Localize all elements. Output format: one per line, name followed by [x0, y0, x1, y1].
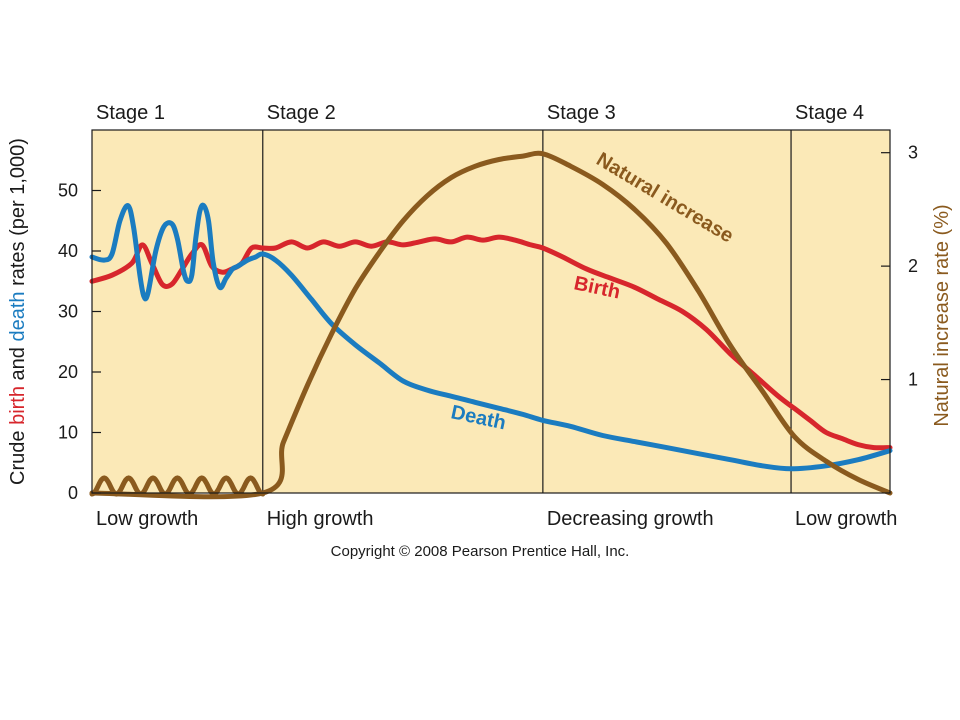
left-y-axis: 0 10 20 30 40 50: [58, 181, 101, 503]
growth-label: High growth: [267, 508, 374, 530]
left-y-axis-title-part-1: birth: [7, 386, 29, 425]
left-tick-label: 50: [58, 181, 78, 201]
left-tick-label: 20: [58, 362, 78, 382]
copyright-notice: Copyright © 2008 Pearson Prentice Hall, …: [331, 543, 630, 560]
left-y-axis-title: Crude birth and death rates (per 1,000): [7, 138, 29, 485]
stage-label: Stage 4: [795, 102, 864, 124]
series-layer: [89, 150, 893, 500]
left-tick-label: 10: [58, 423, 78, 443]
growth-label: Low growth: [795, 508, 897, 530]
stage-label: Stage 2: [267, 102, 336, 124]
stage-label: Stage 3: [547, 102, 616, 124]
right-tick-label: 1: [908, 370, 918, 390]
left-y-axis-title-part-4: rates (per 1,000): [7, 138, 29, 291]
stage-labels: Stage 1 Stage 2 Stage 3 Stage 4: [96, 102, 864, 124]
natural-increase-line: [89, 150, 893, 500]
left-tick-label: 0: [68, 483, 78, 503]
growth-labels: Low growth High growth Decreasing growth Lo…: [96, 508, 897, 530]
growth-label: Decreasing growth: [547, 508, 714, 530]
right-y-axis-title: Natural increase rate (%): [931, 204, 953, 426]
right-y-axis: 1 2 3: [881, 143, 918, 390]
left-tick-label: 40: [58, 241, 78, 261]
stage-label: Stage 1: [96, 102, 165, 124]
right-tick-label: 3: [908, 143, 918, 163]
left-tick-label: 30: [58, 302, 78, 322]
left-y-axis-title-part-2: and: [7, 342, 29, 386]
natural-increase-stage1-fluctuation: [89, 475, 266, 497]
growth-label: Low growth: [96, 508, 198, 530]
right-tick-label: 2: [908, 256, 918, 276]
left-y-axis-title-part-3: death: [7, 291, 29, 341]
left-y-axis-title-part-0: Crude: [7, 425, 29, 485]
death-line: [89, 202, 893, 472]
plot-background: [92, 130, 890, 493]
